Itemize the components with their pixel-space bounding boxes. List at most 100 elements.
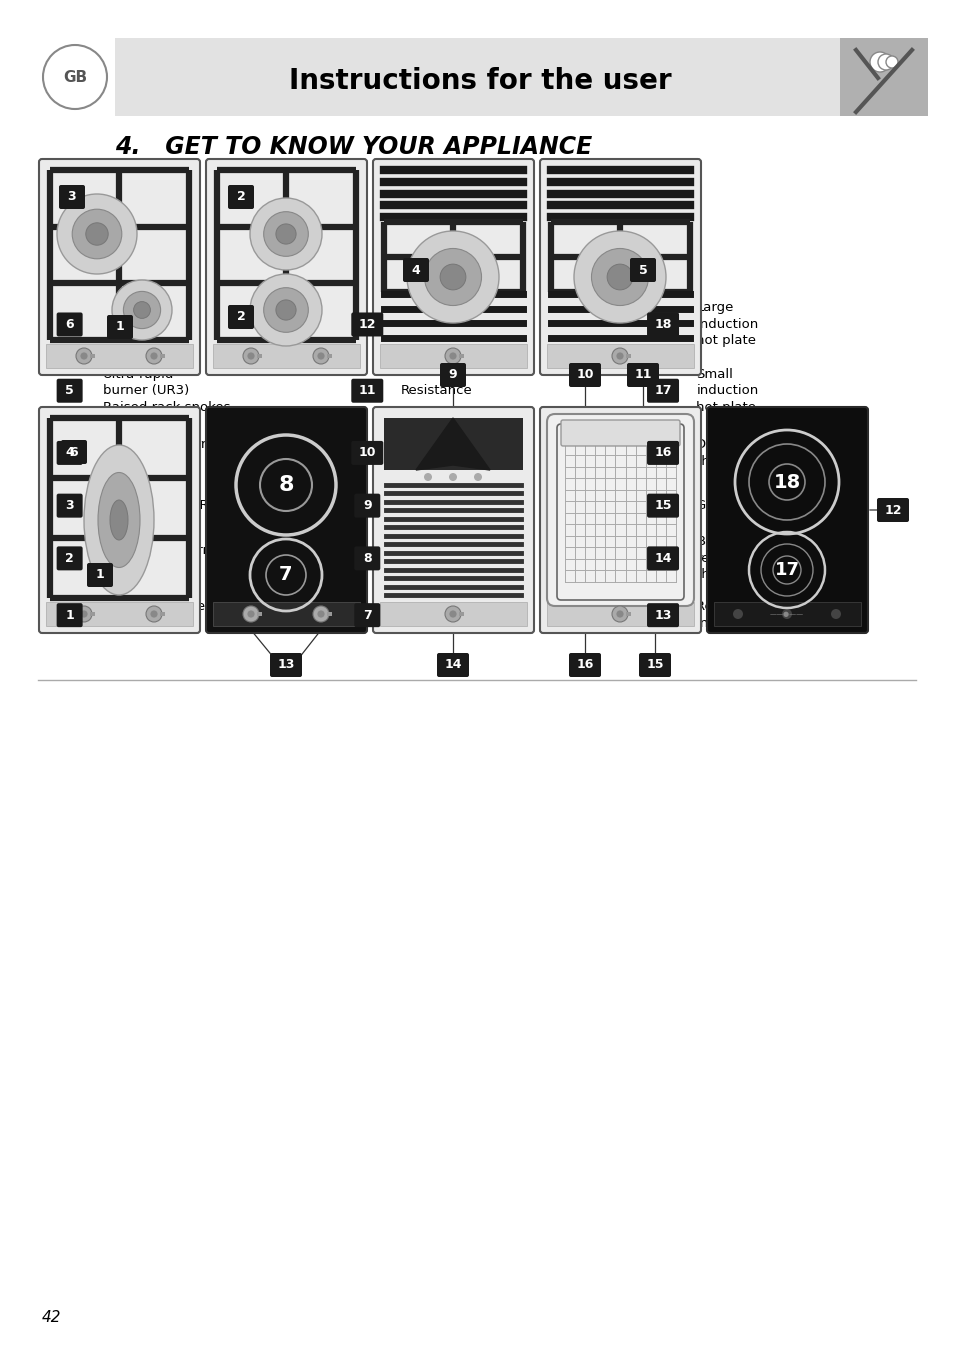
Circle shape: [72, 210, 122, 258]
Bar: [256, 612, 261, 617]
Text: 5: 5: [638, 264, 647, 277]
Circle shape: [80, 353, 88, 360]
Circle shape: [76, 606, 91, 622]
Text: 6: 6: [70, 446, 78, 458]
Bar: [115, 38, 840, 116]
Text: ——●——: ——●——: [769, 611, 803, 617]
Bar: [159, 354, 165, 358]
Circle shape: [885, 55, 897, 68]
Circle shape: [449, 610, 456, 618]
Circle shape: [247, 610, 254, 618]
Bar: [379, 602, 526, 626]
Bar: [159, 612, 165, 617]
Text: 2: 2: [236, 311, 245, 323]
Text: 9: 9: [362, 499, 372, 512]
FancyBboxPatch shape: [373, 407, 534, 633]
Bar: [546, 602, 693, 626]
FancyBboxPatch shape: [354, 493, 380, 518]
Circle shape: [616, 353, 623, 360]
Text: 11: 11: [358, 384, 375, 397]
Circle shape: [275, 300, 295, 320]
FancyBboxPatch shape: [354, 603, 380, 627]
FancyBboxPatch shape: [539, 407, 700, 633]
FancyBboxPatch shape: [706, 407, 867, 633]
Bar: [90, 612, 94, 617]
Circle shape: [781, 608, 791, 619]
FancyBboxPatch shape: [87, 562, 112, 587]
FancyBboxPatch shape: [107, 315, 132, 339]
FancyBboxPatch shape: [56, 441, 83, 465]
Text: 13: 13: [654, 608, 671, 622]
Bar: [256, 354, 261, 358]
Circle shape: [313, 606, 329, 622]
Text: 10: 10: [576, 369, 593, 381]
Circle shape: [444, 606, 460, 622]
Text: Resistance safety: Resistance safety: [400, 446, 517, 460]
FancyBboxPatch shape: [59, 185, 85, 210]
Text: 18: 18: [654, 318, 671, 331]
Circle shape: [474, 473, 481, 481]
Circle shape: [317, 353, 324, 360]
Ellipse shape: [110, 500, 128, 539]
Circle shape: [606, 264, 632, 289]
Text: 8: 8: [278, 475, 294, 495]
Text: 12: 12: [358, 318, 375, 331]
Ellipse shape: [98, 472, 140, 568]
Text: 3: 3: [68, 191, 76, 204]
FancyBboxPatch shape: [354, 546, 380, 571]
Circle shape: [423, 473, 432, 481]
Circle shape: [263, 288, 308, 333]
Bar: [379, 343, 526, 368]
FancyBboxPatch shape: [646, 603, 679, 627]
Circle shape: [830, 608, 841, 619]
FancyBboxPatch shape: [626, 362, 659, 387]
Circle shape: [424, 249, 481, 306]
Text: 12: 12: [883, 503, 901, 516]
Ellipse shape: [84, 445, 153, 595]
Text: 14: 14: [654, 552, 671, 565]
Circle shape: [151, 353, 157, 360]
FancyBboxPatch shape: [351, 379, 383, 403]
FancyBboxPatch shape: [351, 441, 383, 465]
FancyBboxPatch shape: [61, 439, 87, 464]
FancyBboxPatch shape: [56, 493, 83, 518]
Text: 4.   GET TO KNOW YOUR APPLIANCE: 4. GET TO KNOW YOUR APPLIANCE: [115, 135, 592, 160]
Text: 42: 42: [42, 1310, 61, 1325]
FancyBboxPatch shape: [568, 362, 600, 387]
Text: 16: 16: [576, 658, 593, 672]
FancyBboxPatch shape: [270, 653, 302, 677]
FancyBboxPatch shape: [436, 653, 469, 677]
Text: Large glass ceramic
hot plate: Large glass ceramic hot plate: [400, 544, 534, 573]
Bar: [326, 612, 332, 617]
Circle shape: [313, 347, 329, 364]
FancyBboxPatch shape: [876, 498, 908, 522]
Circle shape: [591, 249, 648, 306]
Bar: [384, 418, 522, 470]
Text: 7: 7: [279, 565, 293, 584]
Circle shape: [439, 264, 465, 289]
FancyBboxPatch shape: [228, 306, 253, 329]
Circle shape: [263, 212, 308, 257]
Circle shape: [243, 347, 258, 364]
Circle shape: [43, 45, 107, 110]
Text: Green voltage light: Green voltage light: [696, 499, 824, 512]
Text: Barbeque
resistance
thermostat light: Barbeque resistance thermostat light: [696, 535, 803, 581]
Circle shape: [616, 610, 623, 618]
Circle shape: [444, 347, 460, 364]
Circle shape: [612, 347, 627, 364]
Text: Rapid Burner (R): Rapid Burner (R): [103, 499, 213, 512]
Bar: [713, 602, 861, 626]
Circle shape: [407, 231, 498, 323]
Text: 10: 10: [358, 446, 375, 460]
Text: 11: 11: [634, 369, 651, 381]
Bar: [213, 602, 359, 626]
FancyBboxPatch shape: [56, 546, 83, 571]
Circle shape: [275, 224, 295, 245]
FancyBboxPatch shape: [629, 258, 656, 283]
Circle shape: [76, 347, 91, 364]
FancyBboxPatch shape: [351, 312, 383, 337]
Circle shape: [250, 274, 322, 346]
Text: Pull-out basket: Pull-out basket: [400, 318, 499, 331]
Text: 2: 2: [236, 191, 245, 204]
Text: Resistance: Resistance: [400, 384, 472, 397]
